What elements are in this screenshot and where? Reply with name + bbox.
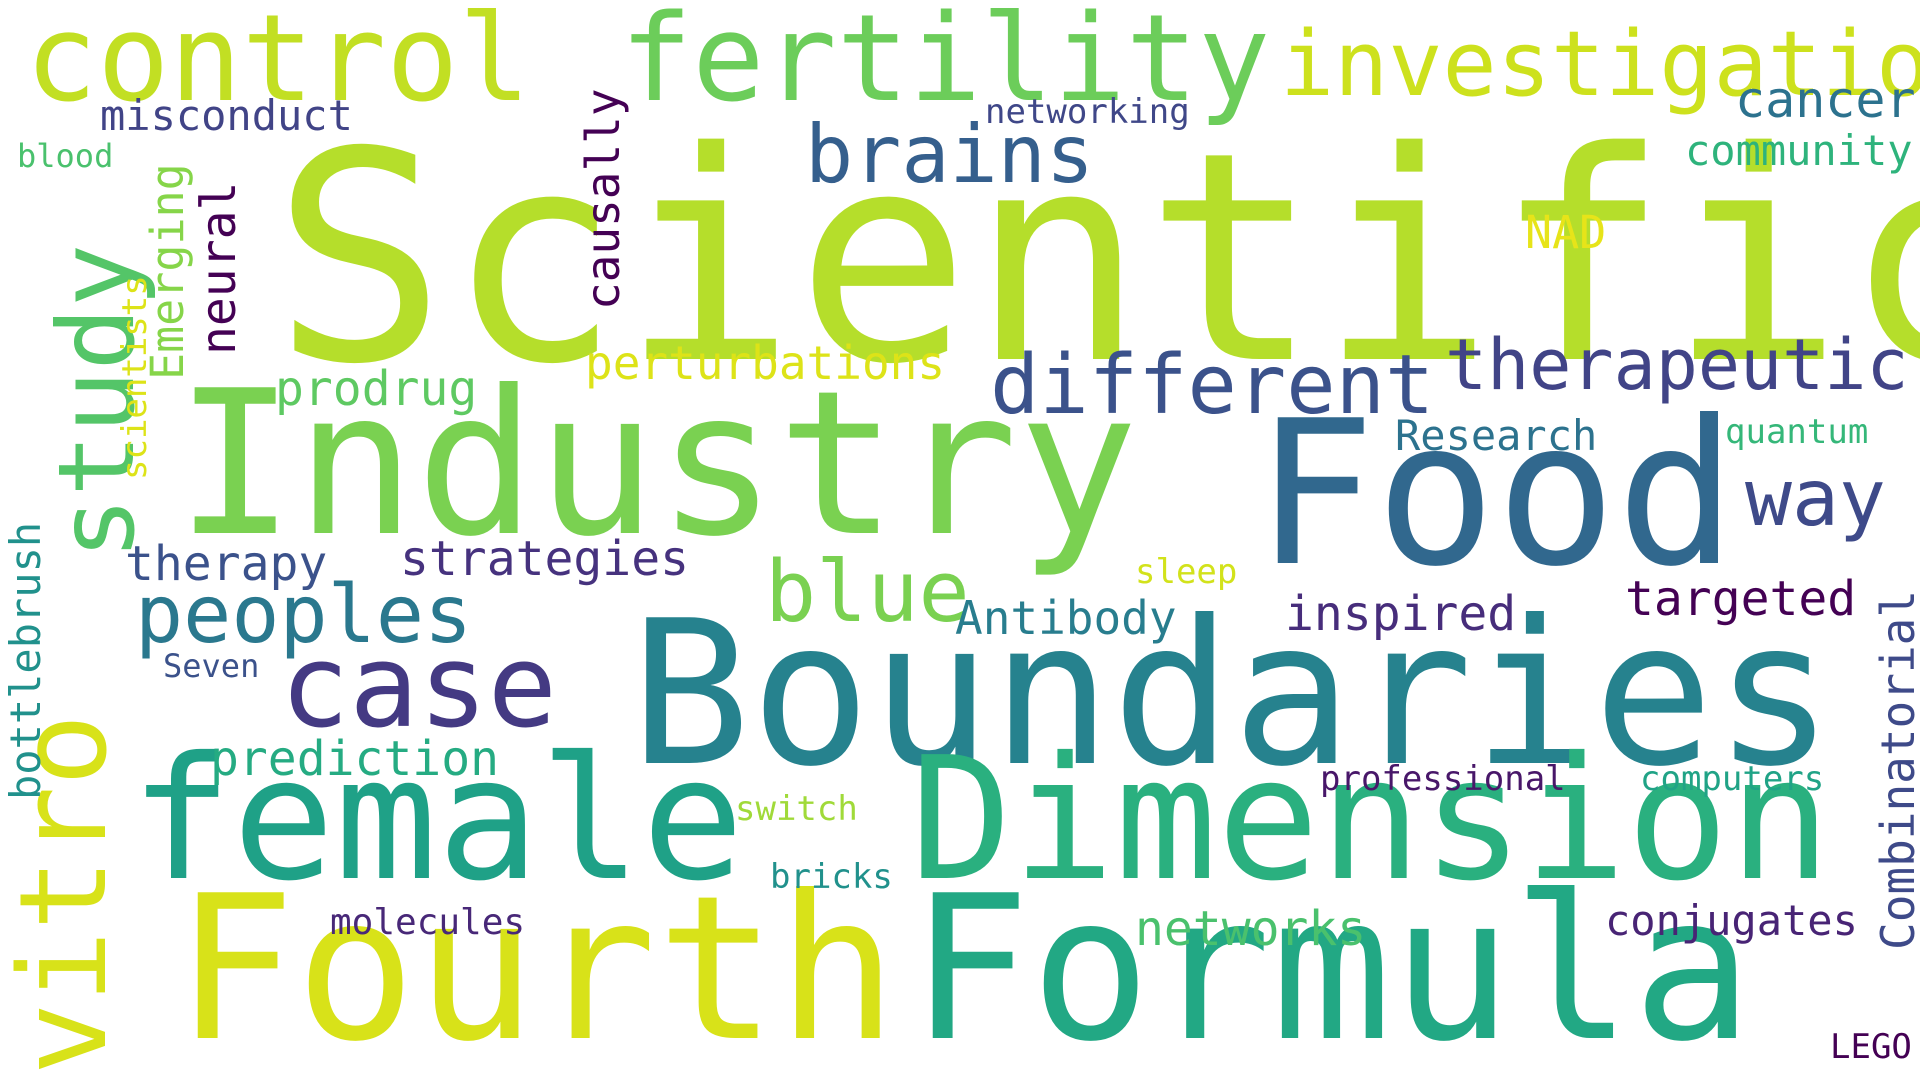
word-scientific: Scientific [272,91,1920,428]
word-sleep: sleep [1135,552,1238,592]
word-formula: Formula [910,853,1753,1080]
word-brains: brains [805,108,1094,201]
word-therapy: therapy [125,536,328,592]
word-networking: networking [985,92,1190,132]
word-prediction: prediction [210,731,499,787]
word-neural: neural [191,181,247,355]
word-cancer: cancer [1735,71,1916,129]
word-misconduct: misconduct [100,91,353,140]
word-control: control [25,0,531,129]
word-blue: blue [765,543,970,642]
word-industry: Industry [175,348,1139,581]
word-nad: NAD [1525,206,1607,259]
word-inspired: inspired [1285,586,1517,642]
word-bottlebrush: bottlebrush [1,521,50,800]
word-peoples: peoples [135,568,473,661]
word-networks: networks [1135,901,1367,957]
word-antibody: Antibody [955,591,1177,645]
word-combinatorial: Combinatorial [1871,589,1920,950]
word-female: female [130,721,745,919]
word-different: different [990,338,1435,433]
word-bricks: bricks [770,857,893,897]
word-prodrug: prodrug [275,361,478,417]
word-therapeutic: therapeutic [1445,324,1909,406]
word-fertility: fertility [620,0,1271,129]
word-boundaries: Boundaries [630,578,1835,811]
word-molecules: molecules [330,902,526,943]
word-food: Food [1255,378,1737,611]
word-lego: LEGO [1830,1027,1912,1067]
word-investigation: investigation [1280,12,1920,117]
word-conjugates: conjugates [1605,896,1858,945]
word-scientists: scientists [115,275,155,480]
word-fourth: Fourth [175,853,898,1080]
word-blood: blood [17,137,114,175]
word-seven: Seven [163,647,260,685]
word-quantum: quantum [1725,412,1869,452]
word-professional: professional [1320,759,1566,799]
word-computers: computers [1640,759,1825,799]
word-targeted: targeted [1625,571,1857,627]
word-causally: causally [576,88,630,310]
word-strategies: strategies [400,531,689,587]
word-perturbations: perturbations [585,336,946,390]
word-dimension: Dimension [910,721,1832,919]
word-research: Research [1395,411,1598,460]
word-switch: switch [735,789,858,829]
word-case: case [280,620,557,754]
word-way: way [1745,454,1886,544]
word-community: community [1685,126,1913,175]
